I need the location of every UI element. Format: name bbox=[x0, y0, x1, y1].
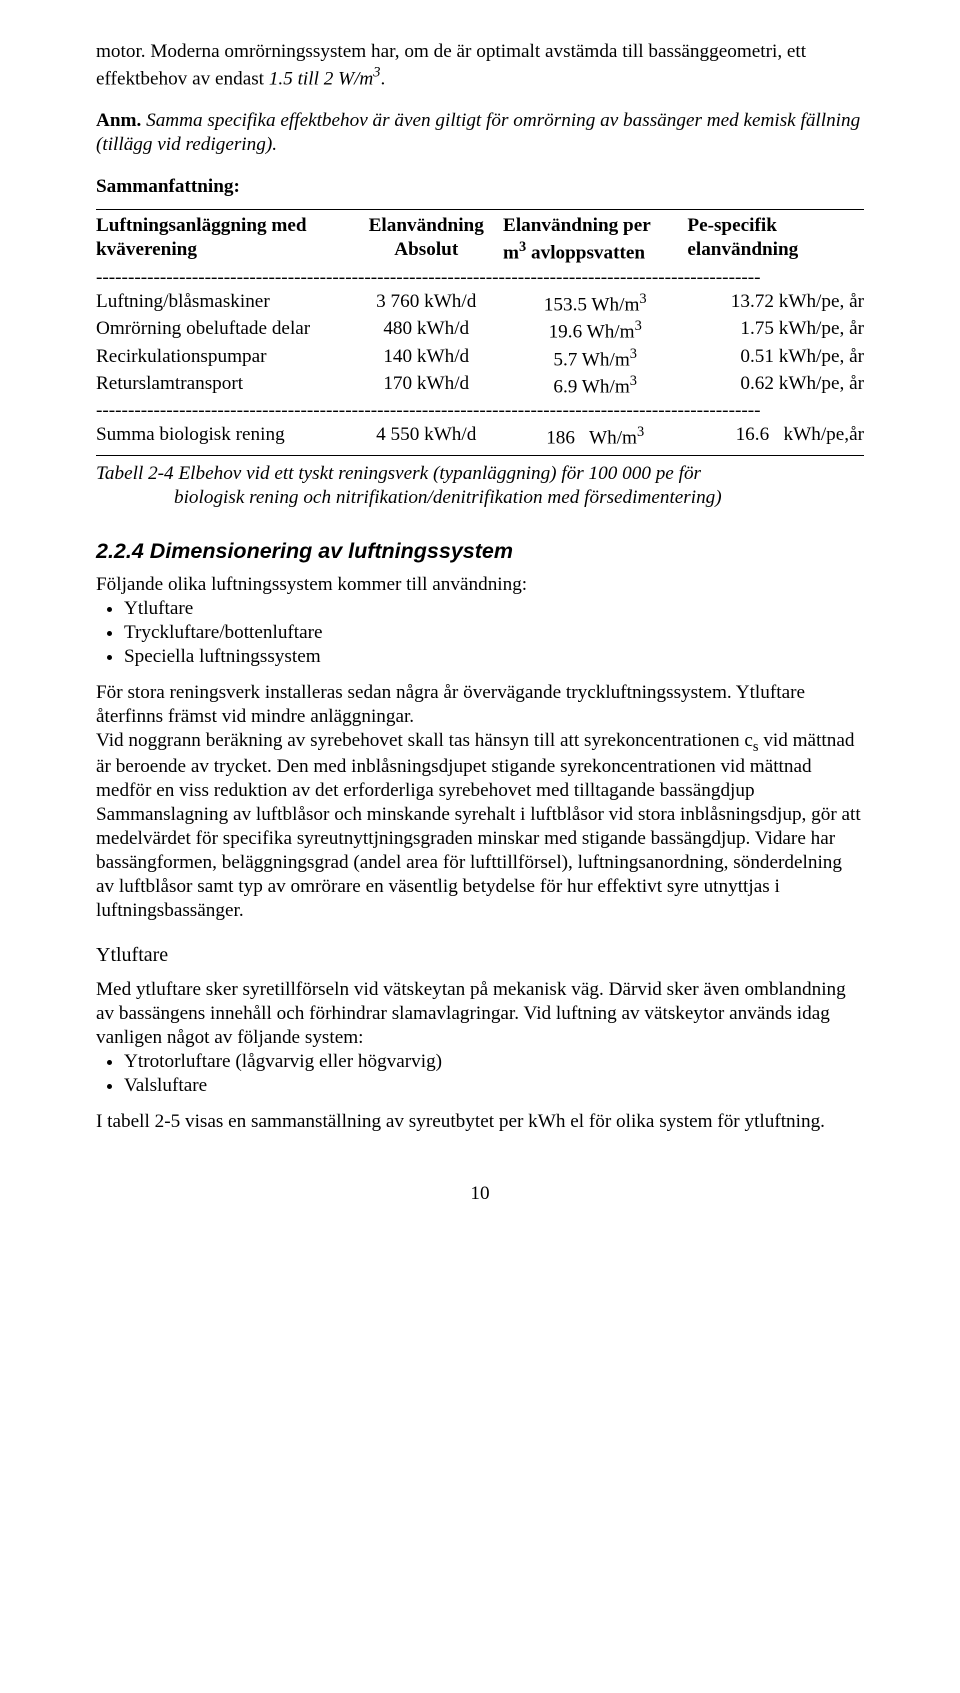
summary-table-total: Summa biologisk rening 4 550 kWh/d 186 W… bbox=[96, 423, 864, 450]
para-a2: Vid noggrann beräkning av syrebehovet sk… bbox=[96, 729, 864, 804]
cell-label: Recirkulationspumpar bbox=[96, 345, 349, 372]
para-a1: För stora reningsverk installeras sedan … bbox=[96, 681, 864, 729]
cell-abs: 480 kWh/d bbox=[349, 317, 503, 344]
section-heading: 2.2.4 Dimensionering av luftningssystem bbox=[96, 538, 864, 565]
bullets-2: Ytrotorluftare (lågvarvig eller högvarvi… bbox=[96, 1050, 864, 1098]
cell-abs: 170 kWh/d bbox=[349, 372, 503, 399]
cell-label: Luftning/blåsmaskiner bbox=[96, 290, 349, 317]
cell-per: 6.9 Wh/m3 bbox=[503, 372, 687, 399]
list-item: Ytrotorluftare (lågvarvig eller högvarvi… bbox=[124, 1050, 864, 1074]
anm-text: Samma specifika effektbehov är även gilt… bbox=[96, 110, 860, 155]
th-c2: Elanvändning Absolut bbox=[349, 214, 503, 265]
cell-per: 19.6 Wh/m3 bbox=[503, 317, 687, 344]
intro-para-1-italic: 1.5 till 2 W/m bbox=[269, 68, 373, 89]
bullets-1: Ytluftare Tryckluftare/bottenluftare Spe… bbox=[96, 597, 864, 669]
caption-line2: biologisk rening och nitrifikation/denit… bbox=[96, 486, 722, 510]
cell-per: 153.5 Wh/m3 bbox=[503, 290, 687, 317]
list-item: Ytluftare bbox=[124, 597, 864, 621]
total-per: 186 Wh/m3 bbox=[503, 423, 687, 450]
cell-abs: 3 760 kWh/d bbox=[349, 290, 503, 317]
table-caption: Tabell 2-4 Elbehov vid ett tyskt renings… bbox=[96, 462, 864, 510]
dash-row-1: ----------------------------------------… bbox=[96, 266, 864, 290]
table-row: Luftning/blåsmaskiner 3 760 kWh/d 153.5 … bbox=[96, 290, 864, 317]
total-abs: 4 550 kWh/d bbox=[349, 423, 503, 450]
summary-title: Sammanfattning: bbox=[96, 175, 864, 199]
dash-row-2: ----------------------------------------… bbox=[96, 399, 864, 423]
page-number: 10 bbox=[96, 1182, 864, 1206]
ytluftare-para: Med ytluftare sker syretillförseln vid v… bbox=[96, 978, 864, 1050]
total-pe: 16.6 kWh/pe,år bbox=[687, 423, 864, 450]
summary-table: Luftningsanläggning med kväverening Elan… bbox=[96, 214, 864, 265]
list-item: Speciella luftningssystem bbox=[124, 645, 864, 669]
th-c3: Elanvändning per m3 avloppsvatten bbox=[503, 214, 687, 265]
cell-label: Returslamtransport bbox=[96, 372, 349, 399]
cell-pe: 1.75 kWh/pe, år bbox=[687, 317, 864, 344]
intro-block: motor. Moderna omrörningssystem har, om … bbox=[96, 40, 864, 157]
intro-para-1: motor. Moderna omrörningssystem har, om … bbox=[96, 40, 864, 91]
table-row: Omrörning obeluftade delar 480 kWh/d 19.… bbox=[96, 317, 864, 344]
cell-pe: 13.72 kWh/pe, år bbox=[687, 290, 864, 317]
cell-pe: 0.62 kWh/pe, år bbox=[687, 372, 864, 399]
ytluftare-heading: Ytluftare bbox=[96, 943, 864, 968]
para-a3: Sammanslagning av luftblåsor och minskan… bbox=[96, 803, 864, 923]
table-rule-bottom bbox=[96, 455, 864, 456]
section-lead: Följande olika luftningssystem kommer ti… bbox=[96, 573, 864, 597]
th-c4: Pe-specifik elanvändning bbox=[687, 214, 864, 265]
cell-abs: 140 kWh/d bbox=[349, 345, 503, 372]
table-header-row: Luftningsanläggning med kväverening Elan… bbox=[96, 214, 864, 265]
list-item: Tryckluftare/bottenluftare bbox=[124, 621, 864, 645]
anm-label: Anm. bbox=[96, 110, 141, 131]
total-label: Summa biologisk rening bbox=[96, 423, 349, 450]
cell-per: 5.7 Wh/m3 bbox=[503, 345, 687, 372]
summary-table-body: Luftning/blåsmaskiner 3 760 kWh/d 153.5 … bbox=[96, 290, 864, 400]
table-row: Recirkulationspumpar 140 kWh/d 5.7 Wh/m3… bbox=[96, 345, 864, 372]
intro-para-1-tail: . bbox=[380, 68, 385, 89]
table-rule-top bbox=[96, 209, 864, 210]
cell-label: Omrörning obeluftade delar bbox=[96, 317, 349, 344]
intro-para-1-prefix: motor. Moderna omrörningssystem har, om … bbox=[96, 41, 806, 89]
intro-anm: Anm. Samma specifika effektbehov är även… bbox=[96, 109, 864, 157]
list-item: Valsluftare bbox=[124, 1074, 864, 1098]
closing-para: I tabell 2-5 visas en sammanställning av… bbox=[96, 1110, 864, 1134]
table-total-row: Summa biologisk rening 4 550 kWh/d 186 W… bbox=[96, 423, 864, 450]
cell-pe: 0.51 kWh/pe, år bbox=[687, 345, 864, 372]
table-row: Returslamtransport 170 kWh/d 6.9 Wh/m3 0… bbox=[96, 372, 864, 399]
caption-line1: Tabell 2-4 Elbehov vid ett tyskt renings… bbox=[96, 463, 701, 484]
th-c1: Luftningsanläggning med kväverening bbox=[96, 214, 349, 265]
